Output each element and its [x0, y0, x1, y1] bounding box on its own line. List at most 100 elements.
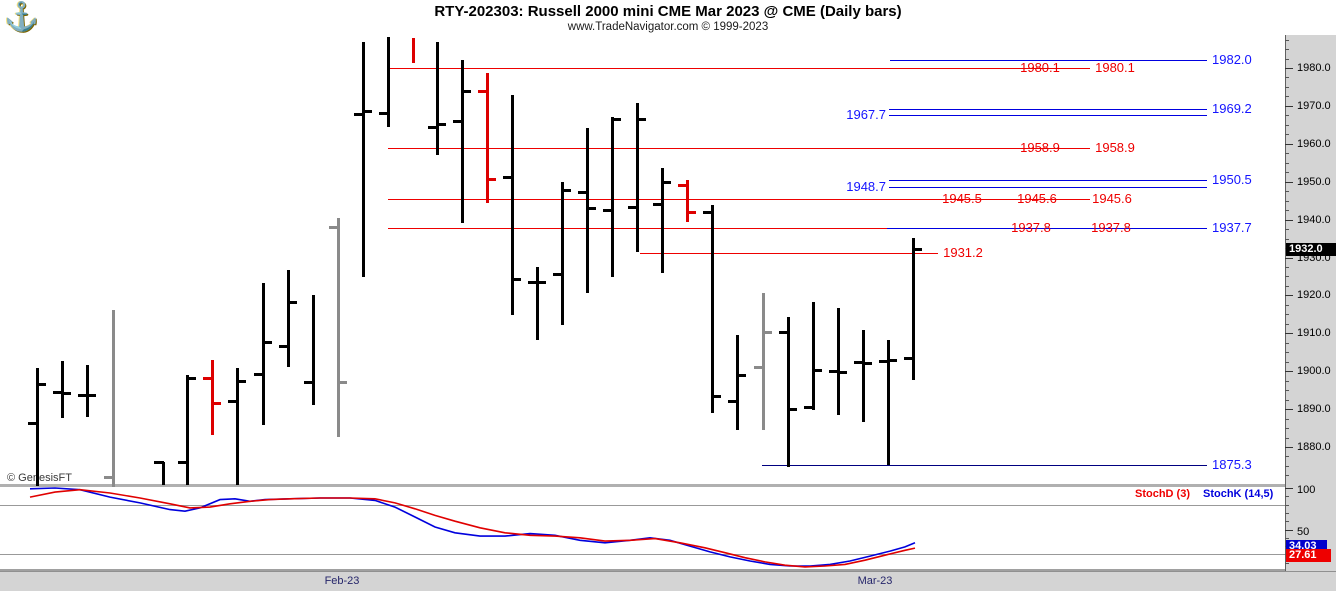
price-level-label-right: 1875.3 — [1212, 456, 1252, 472]
ohlc-bar — [337, 218, 340, 438]
price-axis-label: 1970.0 — [1297, 99, 1331, 112]
ohlc-open-tick — [553, 272, 563, 276]
price-axis-minor-tick — [1285, 77, 1289, 79]
stoch-legend-stochd: StochD (3) — [1135, 488, 1190, 500]
ohlc-bar — [387, 36, 390, 128]
ohlc-close-tick — [86, 393, 96, 397]
ohlc-close-tick — [711, 395, 721, 399]
price-axis-minor-tick — [1285, 200, 1289, 202]
ohlc-open-tick — [728, 400, 738, 404]
ohlc-open-tick — [228, 399, 238, 403]
ohlc-bar — [112, 309, 115, 487]
chart-title: RTY-202303: Russell 2000 mini CME Mar 20… — [434, 3, 902, 20]
price-level-label: 1945.5 — [942, 190, 982, 206]
ohlc-open-tick — [578, 191, 588, 195]
ohlc-close-tick — [661, 180, 671, 184]
ohlc-open-tick — [254, 373, 264, 377]
price-axis-minor-tick — [1285, 352, 1289, 354]
price-level-label-right: 1950.5 — [1212, 171, 1252, 187]
ohlc-bar — [436, 41, 439, 156]
price-axis-tick — [1285, 295, 1293, 297]
ohlc-bar — [412, 38, 415, 64]
time-axis-label: Mar-23 — [857, 575, 893, 587]
ohlc-bar — [312, 295, 315, 406]
price-axis-tick — [1285, 181, 1293, 183]
time-axis-strip[interactable] — [0, 571, 1336, 591]
price-axis-tick — [1285, 409, 1293, 411]
price-axis-minor-tick — [1285, 134, 1289, 136]
price-level-line-1982 — [890, 60, 1207, 61]
ohlc-bar — [211, 360, 214, 435]
ohlc-open-tick — [879, 359, 889, 363]
price-level-label-left: 1948.7 — [846, 178, 886, 194]
price-axis-minor-tick — [1285, 86, 1289, 88]
price-axis-tick — [1285, 105, 1293, 107]
ohlc-open-tick — [478, 90, 488, 94]
ohlc-open-tick — [628, 205, 638, 209]
ohlc-open-tick — [53, 391, 63, 395]
ohlc-close-tick — [486, 178, 496, 182]
stoch-axis-tick — [1285, 529, 1293, 531]
price-level-line-1875.3 — [762, 465, 1207, 466]
price-axis-label: 1900.0 — [1297, 365, 1331, 378]
ohlc-close-tick — [862, 362, 872, 366]
chart-subtitle: www.TradeNavigator.com © 1999-2023 — [567, 21, 769, 33]
ohlc-bar — [162, 462, 165, 485]
price-axis-strip[interactable] — [1285, 35, 1336, 571]
ohlc-close-tick — [762, 331, 772, 335]
ohlc-close-tick — [36, 383, 46, 387]
price-plot-area[interactable] — [0, 35, 1285, 485]
ohlc-bar — [287, 270, 290, 368]
stoch-axis-label: 50 — [1297, 525, 1310, 538]
ohlc-bar — [686, 179, 689, 222]
ohlc-open-tick — [754, 365, 764, 369]
ohlc-bar — [461, 60, 464, 223]
stoch-axis-minor-tick — [1285, 521, 1289, 523]
price-axis-tick — [1285, 447, 1293, 448]
price-level-line-1969.2 — [889, 109, 1207, 110]
ohlc-bar — [486, 72, 489, 203]
ohlc-close-tick — [461, 90, 471, 94]
ohlc-close-tick — [436, 122, 446, 126]
stoch-value-badge-stochd: 27.61 — [1286, 549, 1331, 562]
price-axis-tick — [1285, 219, 1293, 221]
price-axis-minor-tick — [1285, 39, 1289, 41]
price-level-line-1980.1 — [388, 68, 1090, 69]
ohlc-close-tick — [287, 301, 297, 305]
price-axis-tick — [1285, 333, 1293, 335]
ohlc-bar — [636, 102, 639, 253]
ohlc-close-tick — [636, 117, 646, 121]
ohlc-open-tick — [178, 460, 188, 464]
ohlc-close-tick — [536, 281, 546, 285]
price-axis-minor-tick — [1285, 210, 1289, 212]
price-axis-label: 1980.0 — [1297, 62, 1331, 74]
ohlc-open-tick — [703, 210, 713, 214]
price-axis-minor-tick — [1285, 285, 1289, 287]
ohlc-open-tick — [104, 475, 114, 479]
price-axis-minor-tick — [1285, 115, 1289, 117]
ohlc-bar — [912, 238, 915, 380]
price-axis-label: 1930.0 — [1297, 251, 1331, 264]
panel-separator — [0, 484, 1285, 487]
ohlc-open-tick — [829, 369, 839, 373]
last-price-badge: 1932.0 — [1286, 243, 1336, 257]
price-axis-minor-tick — [1285, 49, 1289, 51]
price-axis-minor-tick — [1285, 342, 1289, 344]
price-level-label: 1980.1 — [1020, 59, 1060, 75]
ohlc-close-tick — [362, 110, 372, 114]
price-axis-label: 1940.0 — [1297, 213, 1331, 226]
ohlc-bar — [711, 204, 714, 413]
price-level-label: 1937.8 — [1011, 219, 1051, 235]
ohlc-open-tick — [854, 360, 864, 364]
ohlc-bar — [86, 365, 89, 418]
stoch-axis-minor-tick — [1285, 512, 1289, 514]
price-level-label: 1958.9 — [1020, 139, 1060, 155]
ohlc-bar — [262, 282, 265, 426]
ohlc-open-tick — [453, 119, 463, 123]
ohlc-close-tick — [211, 401, 221, 405]
time-axis-label: Feb-23 — [324, 575, 360, 587]
price-level-label-right: 1969.2 — [1212, 100, 1252, 116]
stoch-legend-stochk: StochK (14,5) — [1203, 488, 1274, 500]
ohlc-bar — [837, 307, 840, 415]
price-axis-minor-tick — [1285, 437, 1289, 439]
